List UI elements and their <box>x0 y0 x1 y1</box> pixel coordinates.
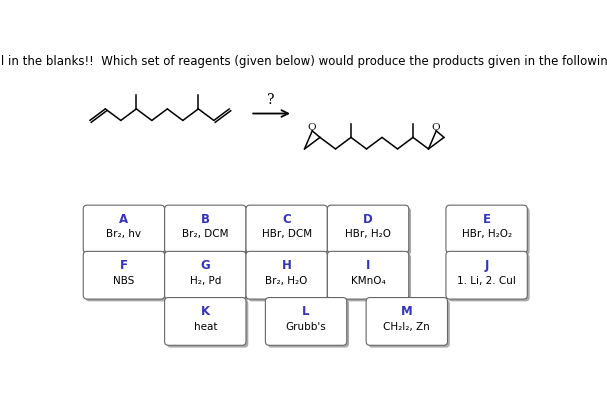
FancyBboxPatch shape <box>164 205 246 253</box>
Text: A: A <box>120 212 129 225</box>
FancyBboxPatch shape <box>327 205 409 253</box>
Text: F: F <box>120 259 128 272</box>
Text: CH₂I₂, Zn: CH₂I₂, Zn <box>384 322 430 332</box>
FancyBboxPatch shape <box>448 254 530 302</box>
Text: L: L <box>302 305 310 318</box>
Text: Please fill in the blanks!!  Which set of reagents (given below) would produce t: Please fill in the blanks!! Which set of… <box>0 55 607 68</box>
Text: M: M <box>401 305 413 318</box>
Text: Br₂, DCM: Br₂, DCM <box>182 230 229 239</box>
FancyBboxPatch shape <box>86 254 167 302</box>
Text: C: C <box>282 212 291 225</box>
Text: HBr, H₂O: HBr, H₂O <box>345 230 391 239</box>
FancyBboxPatch shape <box>268 300 349 348</box>
FancyBboxPatch shape <box>448 208 530 255</box>
Text: HBr, DCM: HBr, DCM <box>262 230 312 239</box>
Text: ?: ? <box>268 92 275 107</box>
FancyBboxPatch shape <box>330 254 411 302</box>
Text: K: K <box>201 305 210 318</box>
Text: HBr, H₂O₂: HBr, H₂O₂ <box>461 230 512 239</box>
FancyBboxPatch shape <box>164 298 246 345</box>
FancyBboxPatch shape <box>366 298 447 345</box>
Text: Br₂, hv: Br₂, hv <box>106 230 141 239</box>
FancyBboxPatch shape <box>330 208 411 255</box>
Text: NBS: NBS <box>114 276 135 286</box>
Text: heat: heat <box>194 322 217 332</box>
FancyBboxPatch shape <box>167 254 248 302</box>
FancyBboxPatch shape <box>368 300 450 348</box>
FancyBboxPatch shape <box>164 252 246 299</box>
FancyBboxPatch shape <box>248 254 330 302</box>
FancyBboxPatch shape <box>246 205 327 253</box>
FancyBboxPatch shape <box>167 300 248 348</box>
Text: B: B <box>201 212 210 225</box>
Text: H: H <box>282 259 291 272</box>
FancyBboxPatch shape <box>83 252 164 299</box>
Text: J: J <box>484 259 489 272</box>
Text: E: E <box>483 212 490 225</box>
Text: Grubb's: Grubb's <box>286 322 327 332</box>
Text: Br₂, H₂O: Br₂, H₂O <box>265 276 308 286</box>
FancyBboxPatch shape <box>446 205 527 253</box>
FancyBboxPatch shape <box>446 252 527 299</box>
Text: O: O <box>307 123 316 131</box>
FancyBboxPatch shape <box>327 252 409 299</box>
FancyBboxPatch shape <box>248 208 330 255</box>
Text: D: D <box>363 212 373 225</box>
Text: 1. Li, 2. CuI: 1. Li, 2. CuI <box>457 276 516 286</box>
Text: KMnO₄: KMnO₄ <box>351 276 385 286</box>
FancyBboxPatch shape <box>246 252 327 299</box>
FancyBboxPatch shape <box>265 298 347 345</box>
Text: H₂, Pd: H₂, Pd <box>189 276 221 286</box>
FancyBboxPatch shape <box>167 208 248 255</box>
Text: I: I <box>366 259 370 272</box>
FancyBboxPatch shape <box>83 205 164 253</box>
Text: G: G <box>200 259 210 272</box>
Text: O: O <box>431 123 440 131</box>
FancyBboxPatch shape <box>86 208 167 255</box>
